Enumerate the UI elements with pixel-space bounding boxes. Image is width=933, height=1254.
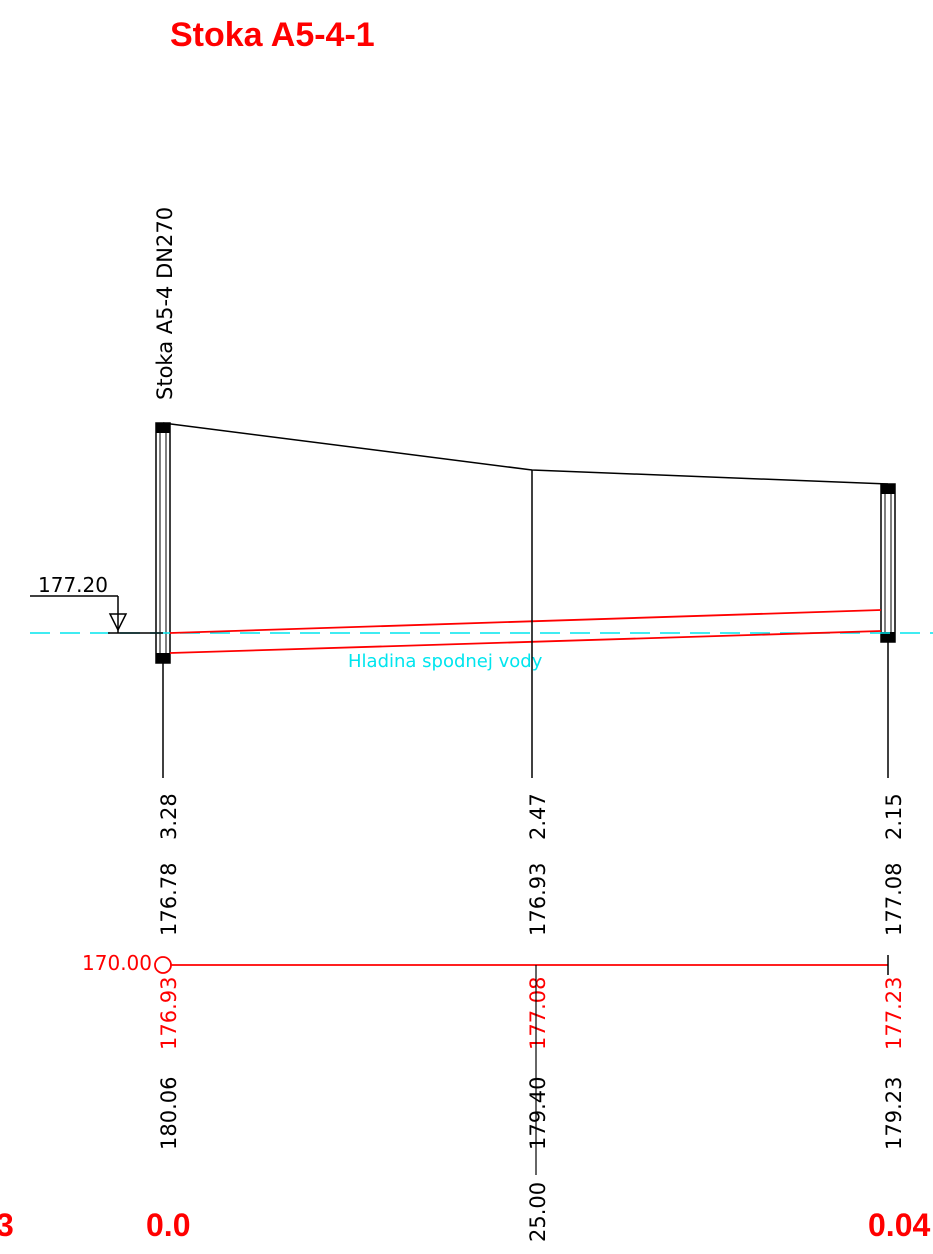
manhole-end <box>880 483 896 643</box>
station-middle-distance: 25.00 <box>526 1182 550 1242</box>
station-middle-design: 177.08 <box>526 977 550 1050</box>
station-middle-terrain: 179.40 <box>526 1077 550 1150</box>
station-start-depth: 3.28 <box>157 793 181 840</box>
pipe-label: Stoka A5-4 DN270 <box>153 207 177 400</box>
station-start-invert: 176.78 <box>157 863 181 936</box>
station-middle-invert: 176.93 <box>526 863 550 936</box>
station-start-design: 176.93 <box>157 977 181 1050</box>
drawing-title: Stoka A5-4-1 <box>170 16 375 54</box>
pipe-crown-line <box>169 609 882 634</box>
pipe-invert-line <box>169 630 882 654</box>
station-end-terrain: 179.23 <box>882 1077 906 1150</box>
terrain-line <box>162 422 889 485</box>
chainage-end: 0.04 <box>868 1207 930 1243</box>
water-level-elevation: 177.20 <box>38 573 108 597</box>
water-level-marker: 177.20 <box>30 573 163 634</box>
station-end-invert: 177.08 <box>882 863 906 936</box>
station-end-values: 2.15 177.08 177.23 179.23 <box>882 793 906 1150</box>
water-level-label: Hladina spodnej vody <box>348 651 543 672</box>
chainage-start: 0.0 <box>146 1207 190 1243</box>
datum-origin-circle <box>154 956 172 974</box>
station-start-values: 3.28 176.78 176.93 180.06 <box>157 793 181 1150</box>
station-start-terrain: 180.06 <box>157 1077 181 1150</box>
station-end-depth: 2.15 <box>882 793 906 840</box>
chainage-left-fragment: 3 <box>0 1207 14 1243</box>
station-middle-depth: 2.47 <box>526 793 550 840</box>
station-middle-values: 2.47 176.93 177.08 179.40 25.00 <box>526 793 550 1242</box>
station-end-design: 177.23 <box>882 977 906 1050</box>
manhole-start <box>155 422 171 664</box>
datum-elevation: 170.00 <box>82 951 152 975</box>
